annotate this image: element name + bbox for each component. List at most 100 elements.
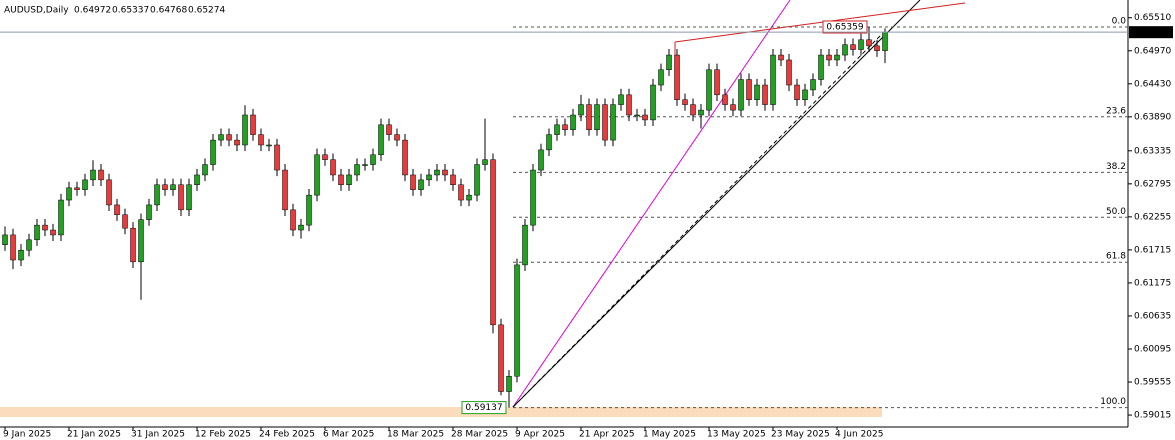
candle-body (434, 169, 440, 176)
candle-body (210, 139, 216, 165)
candle-body (282, 169, 288, 211)
candle-body (170, 184, 176, 190)
candle-body (274, 144, 280, 171)
y-tick-label: 0.61715 (1134, 245, 1171, 255)
ohlc-high: 0.65337 (112, 6, 149, 16)
y-tick-label: 0.63890 (1134, 112, 1171, 122)
candle-body (106, 179, 112, 206)
current-price-label: 0.65274 (1133, 28, 1170, 38)
candle-body (386, 124, 392, 135)
x-tick-label: 4 Jun 2025 (835, 430, 883, 440)
candle-body (626, 94, 632, 116)
candle-body (178, 184, 184, 211)
x-tick-label: 18 Mar 2025 (387, 430, 444, 440)
candle-body (242, 114, 248, 146)
y-tick-label: 0.62795 (1134, 179, 1171, 189)
candle-body (634, 114, 640, 117)
candle-body (442, 169, 448, 176)
candle-body (722, 94, 728, 105)
candle-body (50, 229, 56, 236)
candle-body (850, 44, 856, 50)
candle-body (346, 174, 352, 185)
candle-body (394, 134, 400, 141)
candle-body (218, 134, 224, 141)
candle-body (98, 169, 104, 181)
candle-body (674, 54, 680, 100)
candle-body (458, 184, 464, 201)
candle-body (530, 169, 536, 226)
candle-body (874, 45, 880, 51)
candle-body (658, 69, 664, 86)
candle-body (730, 104, 736, 111)
candle-body (786, 59, 792, 86)
candle-body (754, 84, 760, 100)
candle-body (186, 184, 192, 211)
candle-body (618, 94, 624, 105)
candle-body (514, 264, 520, 377)
trend-line (512, 35, 881, 408)
x-tick-label: 1 May 2025 (643, 430, 696, 440)
candle-body (714, 69, 720, 96)
fibo-label: 38.2 (1106, 162, 1126, 172)
candle-body (34, 224, 40, 241)
candle-body (322, 154, 328, 160)
candle-body (642, 114, 648, 121)
x-tick-label: 28 Mar 2025 (451, 430, 508, 440)
candle-body (506, 375, 512, 392)
candle-body (90, 169, 96, 181)
ohlc-low: 0.64768 (150, 6, 187, 16)
trend-line (512, 0, 921, 408)
drawn-objects (512, 0, 966, 408)
candle-body (114, 204, 120, 215)
candle-body (410, 174, 416, 190)
candle-body (882, 31, 888, 51)
y-tick-label: 0.60095 (1134, 345, 1171, 355)
candle-body (130, 227, 136, 263)
candle-body (682, 99, 688, 105)
candle-body (362, 164, 368, 166)
y-tick-label: 0.65510 (1134, 13, 1171, 23)
fibo-label: 100.0 (1100, 397, 1126, 407)
candle-body (602, 104, 608, 141)
candle-body (762, 84, 768, 105)
candle-body (778, 54, 784, 61)
x-tick-label: 12 Feb 2025 (195, 430, 251, 440)
high-label-box (822, 20, 868, 34)
candle-body (794, 84, 800, 100)
candle-body (402, 139, 408, 176)
candle-body (770, 54, 776, 105)
candle-body (498, 324, 504, 392)
candle-body (842, 44, 848, 56)
low-label: 0.59137 (465, 403, 502, 413)
x-tick-label: 13 May 2025 (707, 430, 766, 440)
x-tick-label: 6 Mar 2025 (323, 430, 374, 440)
candle-body (466, 194, 472, 201)
candle-body (746, 79, 752, 100)
candle-body (450, 174, 456, 185)
ohlc-close: 0.65274 (188, 6, 225, 16)
y-tick-label: 0.64430 (1134, 79, 1171, 89)
trend-line (512, 0, 791, 408)
candle-body (202, 164, 208, 176)
candle-body (330, 159, 336, 176)
high-label: 0.65359 (826, 22, 863, 32)
candle-body (426, 174, 432, 181)
candle-body (42, 224, 48, 231)
current-price-box (1129, 26, 1173, 39)
x-tick-label: 9 Apr 2025 (515, 430, 565, 440)
candle-body (226, 134, 232, 141)
candle-body (306, 194, 312, 226)
candle-body (586, 104, 592, 130)
candle-body (522, 224, 528, 266)
symbol: AUDUSD,Daily (4, 6, 69, 16)
low-label-box (461, 401, 507, 415)
candle-body (594, 104, 600, 130)
candle-body (810, 79, 816, 91)
candle-body (66, 187, 72, 201)
range-box (0, 407, 882, 417)
candle-body (490, 159, 496, 326)
candle-body (570, 114, 576, 130)
y-tick-label: 0.63335 (1134, 146, 1171, 156)
candle-body (290, 209, 296, 231)
candle-body (154, 184, 160, 206)
